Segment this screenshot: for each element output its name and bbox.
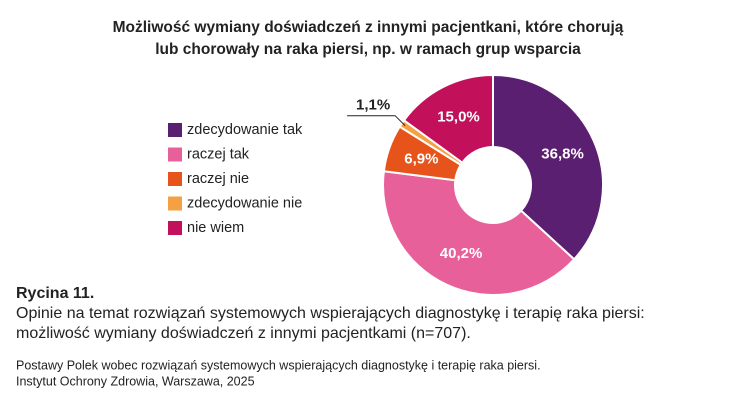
legend-label: zdecydowanie nie [187,195,302,211]
figure-label: Rycina 11. [16,285,94,302]
legend-label: raczej tak [187,146,250,162]
data-label: 40,2% [440,245,483,262]
source: Postawy Polek wobec rozwiązań systemowyc… [16,358,541,372]
donut-slice [492,73,604,261]
legend-swatch [168,196,182,211]
legend-swatch [168,172,182,186]
legend-label: zdecydowanie tak [187,122,303,138]
chart-title: Możliwość wymiany doświadczeń z innymi p… [113,19,624,36]
legend-swatch [168,147,182,162]
legend-label: raczej nie [187,171,249,187]
data-label: 1,1% [356,97,390,114]
data-label: 36,8% [541,145,584,162]
donut-slice [382,170,576,296]
caption: Opinie na temat rozwiązań systemowych ws… [16,305,645,322]
leader-line [347,115,406,127]
source: Instytut Ochrony Zdrowia, Warszawa, 2025 [16,374,255,388]
caption: możliwość wymiany doświadczeń z innymi p… [16,325,471,342]
legend-label: nie wiem [187,220,244,236]
donut-slice [402,73,494,165]
data-label: 15,0% [437,108,480,125]
legend-swatch [168,123,182,137]
chart-title: lub chorowały na raka piersi, np. w rama… [155,41,581,58]
legend-swatch [168,221,182,235]
data-label: 6,9% [404,150,438,167]
